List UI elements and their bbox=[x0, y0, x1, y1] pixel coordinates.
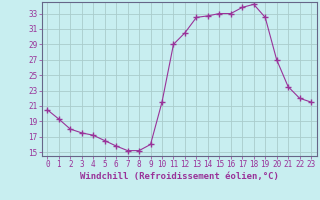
X-axis label: Windchill (Refroidissement éolien,°C): Windchill (Refroidissement éolien,°C) bbox=[80, 172, 279, 181]
